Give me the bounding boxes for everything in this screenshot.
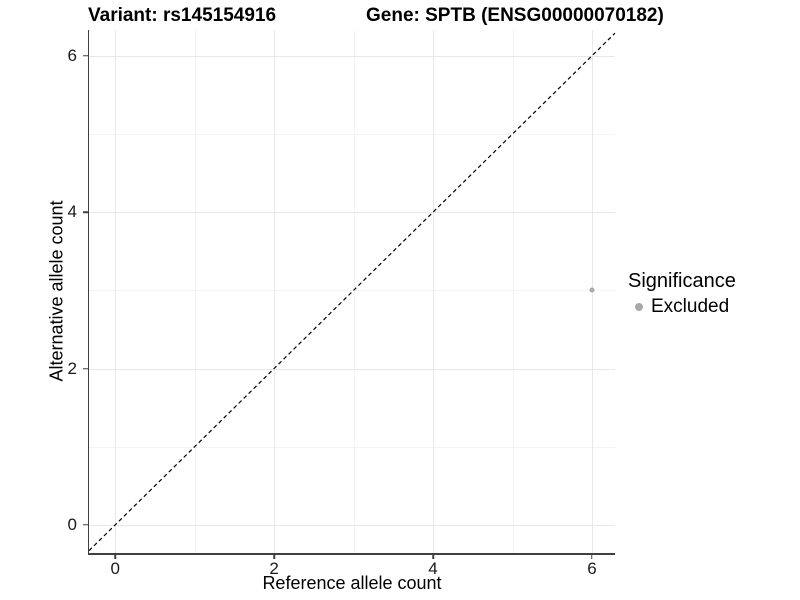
y-tick-mark (82, 55, 88, 57)
y-tick-mark (82, 524, 88, 526)
y-tick-label: 6 (67, 45, 77, 65)
gene-title: Gene: SPTB (ENSG00000070182) (366, 5, 664, 26)
legend-title: Significance (628, 270, 736, 292)
y-gridline-minor (89, 290, 615, 292)
excluded-point-icon (635, 303, 643, 311)
y-gridline-minor (89, 446, 615, 448)
legend-item-excluded: Excluded (635, 296, 736, 318)
x-tick-label: 4 (428, 559, 438, 578)
legend: Significance Excluded (628, 270, 736, 318)
x-tick-mark (591, 554, 593, 559)
x-tick-mark (114, 554, 116, 559)
x-tick-label: 2 (269, 559, 279, 578)
y-tick-mark (82, 211, 88, 213)
x-tick-label: 0 (110, 559, 120, 578)
plot-panel (87, 30, 616, 555)
data-point (589, 287, 595, 293)
y-gridline-minor (89, 133, 615, 135)
x-gridline-major (115, 30, 117, 553)
y-tick-mark (82, 367, 88, 370)
y-tick-label: 0 (67, 514, 77, 534)
variant-title: Variant: rs145154916 (88, 5, 277, 26)
x-tick-mark (432, 554, 434, 559)
x-gridline-minor (353, 30, 355, 553)
y-tick-label: 4 (67, 202, 77, 222)
x-axis-line (87, 553, 615, 555)
x-tick-label: 6 (587, 559, 597, 578)
y-gridline-major (89, 55, 615, 57)
y-gridline-major (89, 212, 615, 214)
x-gridline-major (433, 30, 435, 553)
legend-item-label: Excluded (651, 296, 730, 317)
x-gridline-minor (512, 30, 514, 553)
x-tick-mark (273, 554, 275, 559)
x-axis-title: Reference allele count (262, 573, 442, 593)
y-gridline-major (89, 368, 615, 370)
x-gridline-minor (194, 30, 196, 553)
identity-dashed-line (88, 32, 616, 552)
x-gridline-major (274, 30, 276, 553)
y-axis-line (87, 30, 89, 555)
y-tick-label: 2 (67, 358, 77, 378)
y-gridline-major (89, 524, 615, 526)
y-axis-title: Alternative allele count (46, 200, 67, 382)
identity-line-layer (88, 32, 616, 552)
